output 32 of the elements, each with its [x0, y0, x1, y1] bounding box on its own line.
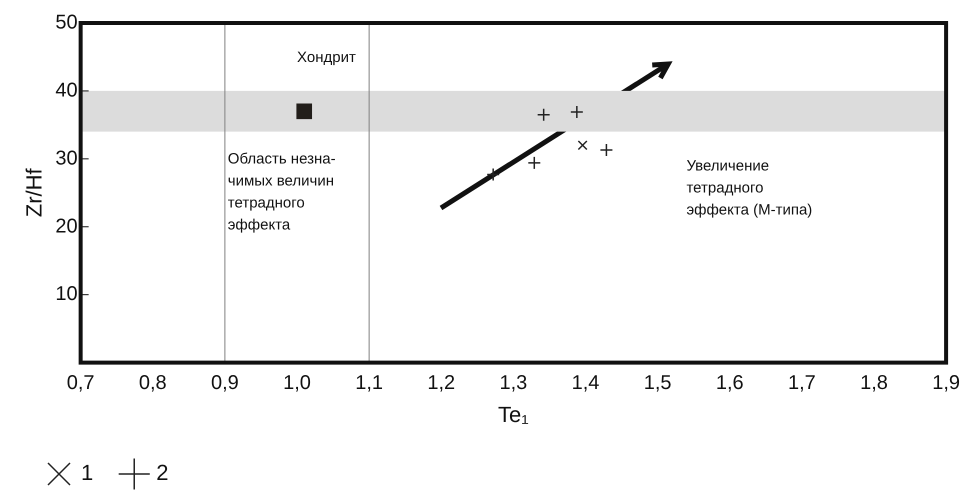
- x-tick-label: 1,0: [283, 372, 311, 394]
- legend-label: 1: [81, 460, 94, 486]
- y-tick-label: 30: [55, 147, 78, 170]
- annotation: Увеличение тетрадного эффекта (М-типа): [686, 157, 812, 218]
- x-tick-label: 1,5: [644, 372, 672, 394]
- x-tick-label: 1,3: [499, 372, 528, 394]
- x-tick-label: 1,7: [788, 372, 816, 394]
- y-tick-label: 50: [55, 12, 78, 34]
- x-axis-title: Te₁: [498, 402, 529, 427]
- x-tick-label: 0,8: [138, 372, 167, 394]
- point: [600, 143, 614, 157]
- x-tick-label: 1,4: [572, 372, 600, 394]
- x-tick-label: 1,8: [860, 372, 888, 394]
- x-tick-label: 1,6: [716, 372, 744, 394]
- point: [578, 140, 588, 150]
- y-tick-label: 40: [55, 79, 78, 102]
- x-tick-label: 1,2: [427, 372, 456, 394]
- y-tick-label: 20: [55, 215, 78, 238]
- point: [486, 168, 500, 182]
- legend-label: 2: [156, 460, 168, 486]
- x-tick-label: 0,9: [210, 372, 239, 394]
- point: [528, 156, 542, 170]
- x-tick-label: 0,7: [66, 372, 95, 394]
- point: [296, 103, 312, 120]
- y-axis-title: Zr/Hf: [21, 167, 46, 218]
- annotation: Область незна- чимых величин тетрадного эффекта: [228, 150, 336, 234]
- x-tick-label: 1,1: [355, 372, 384, 394]
- x-tick-label: 1,9: [932, 372, 960, 394]
- annotation: Хондрит: [297, 48, 356, 66]
- y-tick-label: 10: [55, 283, 78, 306]
- point: [536, 108, 550, 122]
- point: [570, 105, 584, 119]
